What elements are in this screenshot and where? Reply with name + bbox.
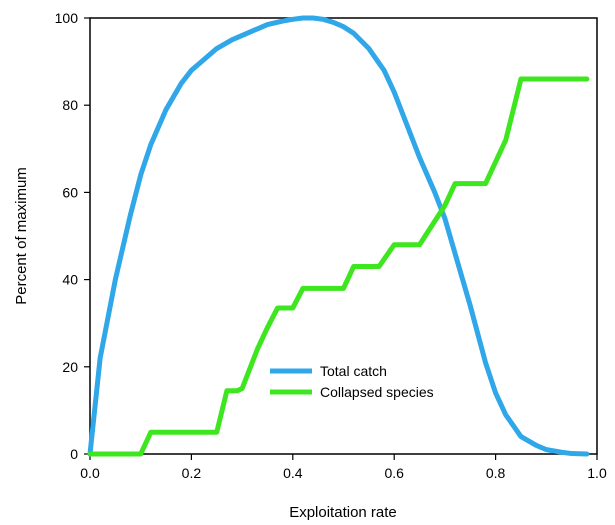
x-tick-label: 0.4: [283, 465, 303, 481]
y-axis-ticks: 0 20 40 60 80 100: [55, 10, 90, 462]
x-axis-ticks: 0.0 0.2 0.4 0.6 0.8 1.0: [80, 454, 607, 481]
x-tick-label: 0.0: [80, 465, 100, 481]
y-tick-label: 0: [70, 446, 78, 462]
y-tick-label: 80: [62, 97, 78, 113]
series-layer: [87, 15, 590, 457]
legend: Total catch Collapsed species: [270, 363, 434, 400]
x-tick-label: 0.6: [384, 465, 404, 481]
y-tick-label: 40: [62, 272, 78, 288]
y-tick-label: 20: [62, 359, 78, 375]
y-tick-label: 100: [55, 10, 79, 26]
legend-label-total-catch: Total catch: [320, 363, 387, 379]
legend-label-collapsed-species: Collapsed species: [320, 384, 434, 400]
y-axis-title: Percent of maximum: [13, 167, 30, 305]
series-line-collapsed-species: [87, 76, 590, 457]
plot-frame: [89, 17, 598, 455]
y-tick-label: 60: [62, 184, 78, 200]
x-tick-label: 1.0: [587, 465, 607, 481]
x-axis-title: Exploitation rate: [289, 504, 397, 521]
series-line-total-catch: [87, 15, 590, 457]
x-tick-label: 0.2: [182, 465, 202, 481]
x-tick-label: 0.8: [486, 465, 506, 481]
